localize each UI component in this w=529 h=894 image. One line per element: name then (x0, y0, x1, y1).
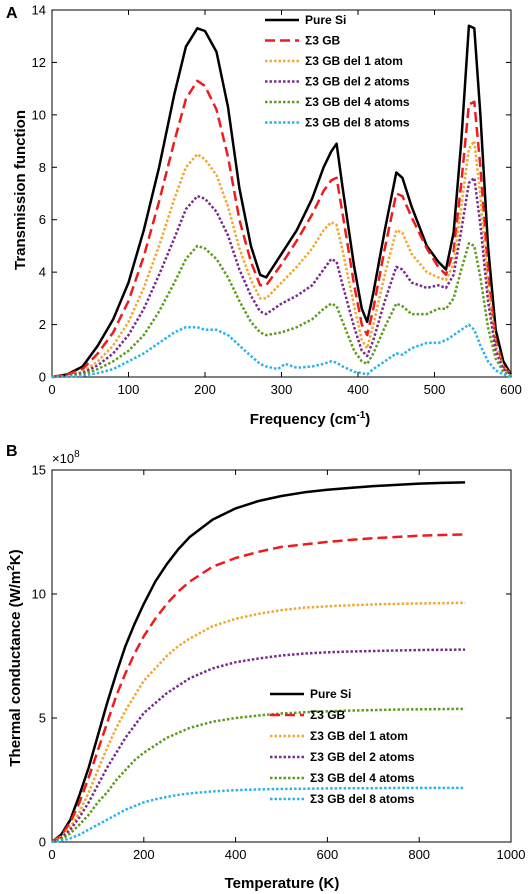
panel-b-legend-label-3: Σ3 GB del 2 atoms (310, 750, 415, 764)
panel-b-series-line-5 (51, 786, 466, 844)
panel-b-series-line-0 (51, 481, 466, 843)
panel-a-xtick-label: 100 (118, 382, 140, 397)
panel-a-ytick-label: 0 (39, 370, 46, 385)
panel-b-xtick-label: 1000 (497, 847, 526, 862)
panel-b-ytick-label: 15 (32, 463, 46, 478)
panel-a-label: A (6, 5, 18, 22)
panel-b-ytick-label: 10 (32, 587, 46, 602)
panel-b-xtick-label: 200 (133, 847, 155, 862)
panel-a-xtick-label: 0 (48, 382, 55, 397)
panel-a-xtick-label: 500 (424, 382, 446, 397)
panel-a-ytick-label: 4 (39, 265, 46, 280)
panel-a-xtick-label: 600 (500, 382, 522, 397)
panel-a-legend-label-5: Σ3 GB del 8 atoms (305, 116, 410, 130)
panel-b-xtick-label: 400 (225, 847, 247, 862)
panel-a-series-line-5 (51, 323, 512, 379)
panel-a-xtick-label: 300 (271, 382, 293, 397)
panel-b-label: B (6, 443, 18, 460)
panel-a-ytick-label: 10 (32, 107, 46, 122)
panel-a-ytick-label: 12 (32, 55, 46, 70)
panel-a-xtick-label: 400 (347, 382, 369, 397)
panel-b-series-line-2 (51, 601, 466, 844)
panel-a-series-line-2 (51, 139, 512, 379)
panel-b-axes-frame (51, 469, 512, 843)
panel-b-series-line-4 (51, 707, 466, 844)
panel-a-legend-label-0: Pure Si (305, 13, 346, 27)
panel-a-series-line-0 (51, 24, 513, 379)
panel-a-series-line-3 (51, 176, 512, 379)
panel-b-series-line-3 (51, 648, 466, 844)
panel-b-ylabel: Thermal conductance (W/m2K) (6, 549, 24, 766)
panel-a-ytick-label: 8 (39, 160, 46, 175)
panel-a-ylabel: Transmission function (12, 110, 29, 270)
panel-b-legend-label-0: Pure Si (310, 687, 351, 701)
panel-a-ytick-label: 2 (39, 317, 46, 332)
panel-b-legend-label-4: Σ3 GB del 4 atoms (310, 771, 415, 785)
panel-a-legend-label-2: Σ3 GB del 1 atom (305, 54, 403, 68)
panel-a-axes-frame (51, 9, 512, 378)
panel-a-ytick-label: 14 (32, 3, 46, 18)
panel-b-legend-label-1: Σ3 GB (310, 708, 346, 722)
panel-b-ytick-label: 0 (39, 835, 46, 850)
panel-a-series-line-1 (51, 79, 512, 379)
panel-a-plot: 0 100 200 300 400 500 600 0 2 4 6 8 10 12 14 Pure Si Σ3 … (32, 3, 522, 398)
panel-b-legend-label-2: Σ3 GB del 1 atom (310, 729, 408, 743)
panel-b-legend-label-5: Σ3 GB del 8 atoms (310, 792, 415, 806)
panel-a-legend-label-3: Σ3 GB del 2 atoms (305, 75, 410, 89)
panel-b-plot: 0 200 400 600 800 1000 0 5 10 15 Pure Si Σ3 GB Σ3 GB… (32, 463, 526, 863)
panel-a-xlabel: Frequency (cm-1) (250, 410, 371, 428)
panel-b-xtick-label: 600 (317, 847, 339, 862)
panel-a-ytick-label: 6 (39, 212, 46, 227)
panel-a-xtick-label: 200 (194, 382, 216, 397)
panel-b-xtick-label: 800 (408, 847, 430, 862)
panel-a-legend-label-1: Σ3 GB (305, 34, 341, 48)
panel-b-ytick-label: 5 (39, 711, 46, 726)
panel-b-xtick-label: 0 (48, 847, 55, 862)
panel-a-series-line-4 (51, 242, 512, 379)
panel-b-series-line-1 (51, 533, 466, 844)
panel-b-xlabel: Temperature (K) (225, 875, 340, 892)
panel-b-exponent: ×108 (52, 449, 80, 466)
panel-a-legend-label-4: Σ3 GB del 4 atoms (305, 95, 410, 109)
